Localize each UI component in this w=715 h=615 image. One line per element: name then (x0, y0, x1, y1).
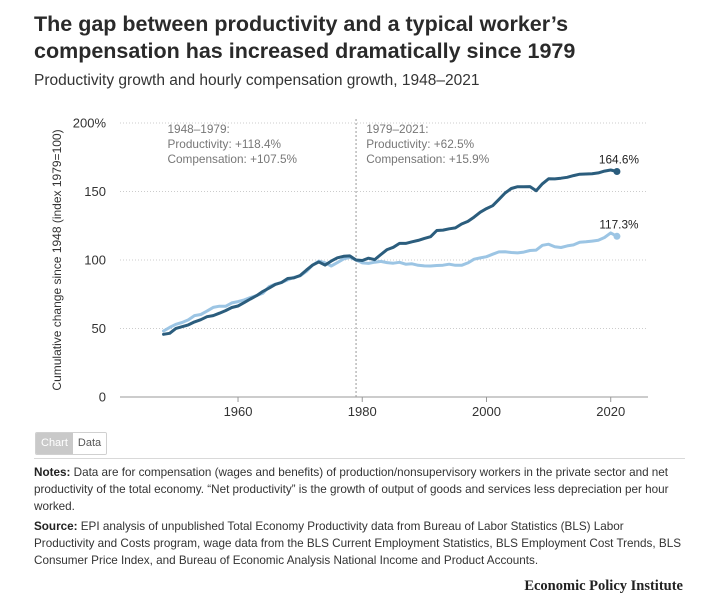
brand-logo: Economic Policy Institute (524, 578, 683, 594)
x-tick-label: 2000 (472, 404, 501, 419)
divider-line (34, 458, 685, 459)
x-tick-label: 1980 (348, 404, 377, 419)
x-tick-label: 2020 (596, 404, 625, 419)
y-tick-label: 200% (73, 116, 107, 131)
annotation-1-line: Productivity: +118.4% (167, 137, 281, 151)
annotation-1-line: 1948–1979: (167, 122, 229, 136)
annotation-1-line: Compensation: +107.5% (167, 152, 297, 166)
line-chart: 0 50 100 150 200% 1960 1980 2000 2020 Cumulative … (50, 116, 648, 419)
view-toggle: Chart Data (35, 432, 108, 455)
annotation-2-line: Productivity: +62.5% (366, 137, 474, 151)
compensation-end-label: 117.3% (599, 217, 639, 231)
chart-title: The gap between productivity and a typic… (34, 12, 576, 63)
source: Source: EPI analysis of unpublished Tota… (34, 518, 686, 569)
productivity-line (162, 168, 619, 336)
compensation-end-point (613, 232, 621, 240)
x-tick-label: 1960 (224, 404, 253, 419)
productivity-end-label: 164.6% (599, 152, 640, 166)
annotation-2-line: Compensation: +15.9% (366, 152, 489, 166)
notes-text: Data are for compensation (wages and ben… (34, 466, 669, 513)
y-tick-label: 0 (99, 390, 106, 405)
source-label: Source: (34, 520, 78, 533)
productivity-end-point (613, 167, 621, 175)
compensation-line (162, 231, 619, 333)
y-tick-label: 150 (84, 184, 106, 199)
notes-label: Notes: (34, 466, 71, 479)
y-tick-label: 50 (92, 321, 106, 336)
y-tick-label: 100 (84, 253, 106, 268)
source-text: EPI analysis of unpublished Total Econom… (34, 520, 681, 567)
y-axis-label: Cumulative change since 1948 (index 1979… (50, 129, 64, 390)
chart-view-button[interactable]: Chart (36, 433, 73, 454)
annotation-2-line: 1979–2021: (366, 122, 428, 136)
notes: Notes: Data are for compensation (wages … (34, 464, 686, 515)
data-view-button[interactable]: Data (72, 433, 107, 454)
chart-subtitle: Productivity growth and hourly compensat… (34, 72, 480, 89)
